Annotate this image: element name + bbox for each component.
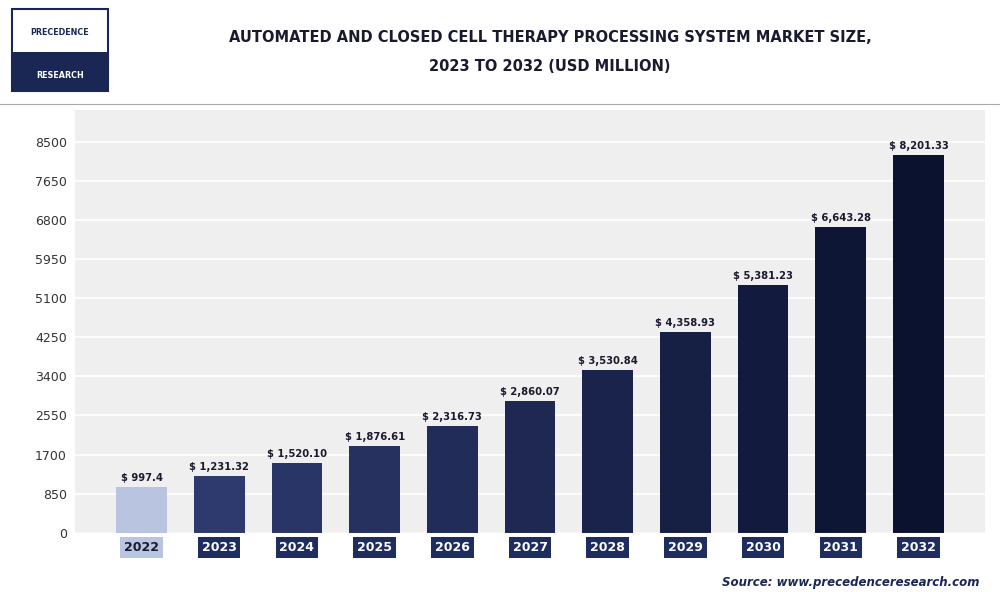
- Text: Source: www.precedenceresearch.com: Source: www.precedenceresearch.com: [722, 576, 980, 589]
- Text: 2025: 2025: [357, 541, 392, 554]
- Text: $ 1,876.61: $ 1,876.61: [345, 432, 405, 442]
- Bar: [194, 476, 245, 533]
- Text: RESEARCH: RESEARCH: [36, 70, 84, 80]
- Bar: [893, 156, 944, 533]
- Bar: [582, 371, 633, 533]
- Text: 2031: 2031: [823, 541, 858, 554]
- Text: $ 2,316.73: $ 2,316.73: [422, 412, 482, 422]
- Text: 2030: 2030: [746, 541, 780, 554]
- Bar: [349, 446, 400, 533]
- Text: 2028: 2028: [590, 541, 625, 554]
- Bar: [427, 426, 478, 533]
- Text: $ 5,381.23: $ 5,381.23: [733, 271, 793, 281]
- Text: 2026: 2026: [435, 541, 470, 554]
- Bar: [738, 285, 788, 533]
- Bar: [815, 227, 866, 533]
- Text: $ 8,201.33: $ 8,201.33: [889, 141, 948, 152]
- Text: 2029: 2029: [668, 541, 703, 554]
- Bar: [116, 487, 167, 533]
- Text: $ 6,643.28: $ 6,643.28: [811, 213, 871, 223]
- Text: $ 1,231.32: $ 1,231.32: [189, 462, 249, 472]
- Text: $ 4,358.93: $ 4,358.93: [655, 318, 715, 328]
- Text: $ 3,530.84: $ 3,530.84: [578, 356, 638, 366]
- Text: 2023 TO 2032 (USD MILLION): 2023 TO 2032 (USD MILLION): [429, 59, 671, 74]
- Text: $ 2,860.07: $ 2,860.07: [500, 387, 560, 397]
- Text: 2032: 2032: [901, 541, 936, 554]
- Text: 2024: 2024: [279, 541, 314, 554]
- Bar: [272, 463, 322, 533]
- Text: $ 1,520.10: $ 1,520.10: [267, 449, 327, 459]
- Text: 2022: 2022: [124, 541, 159, 554]
- Bar: [12, 52, 108, 91]
- Bar: [660, 332, 711, 533]
- Text: 2027: 2027: [512, 541, 548, 554]
- Text: PRECEDENCE: PRECEDENCE: [31, 28, 89, 37]
- Bar: [505, 401, 555, 533]
- Text: $ 997.4: $ 997.4: [121, 473, 163, 482]
- Text: 2023: 2023: [202, 541, 237, 554]
- Text: AUTOMATED AND CLOSED CELL THERAPY PROCESSING SYSTEM MARKET SIZE,: AUTOMATED AND CLOSED CELL THERAPY PROCES…: [229, 30, 871, 44]
